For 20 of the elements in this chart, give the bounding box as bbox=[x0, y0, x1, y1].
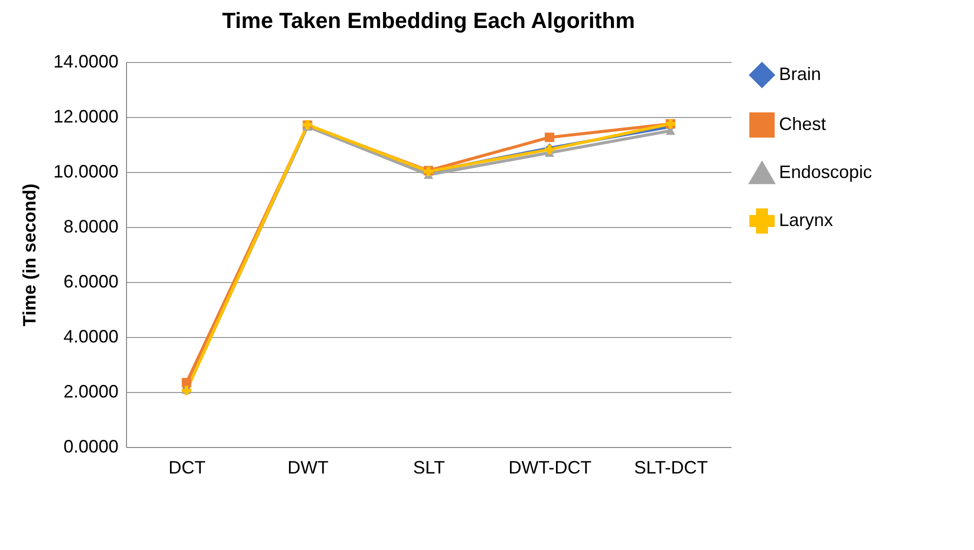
y-axis-title: Time (in second) bbox=[19, 184, 40, 326]
x-tick-label: SLT bbox=[413, 458, 445, 478]
legend-label: Chest bbox=[779, 114, 826, 134]
y-tick-label: 14.0000 bbox=[53, 52, 118, 72]
y-tick-label: 12.0000 bbox=[53, 106, 118, 126]
y-tick-label: 2.0000 bbox=[63, 382, 118, 402]
x-tick-label: SLT-DCT bbox=[634, 458, 708, 478]
x-tick-label: DCT bbox=[168, 458, 206, 478]
y-tick-label: 4.0000 bbox=[63, 326, 118, 346]
legend-label: Endoscopic bbox=[779, 162, 872, 182]
x-tick-label: DWT-DCT bbox=[508, 458, 592, 478]
legend-label: Brain bbox=[779, 64, 822, 84]
chart-title: Time Taken Embedding Each Algorithm bbox=[222, 8, 635, 33]
y-tick-label: 8.0000 bbox=[63, 216, 118, 236]
legend-label: Larynx bbox=[779, 210, 834, 230]
x-tick-label: DWT bbox=[288, 458, 328, 478]
y-tick-label: 6.0000 bbox=[63, 272, 118, 292]
y-tick-label: 0.0000 bbox=[63, 436, 118, 456]
y-tick-label: 10.0000 bbox=[53, 162, 118, 182]
point bbox=[544, 132, 554, 142]
